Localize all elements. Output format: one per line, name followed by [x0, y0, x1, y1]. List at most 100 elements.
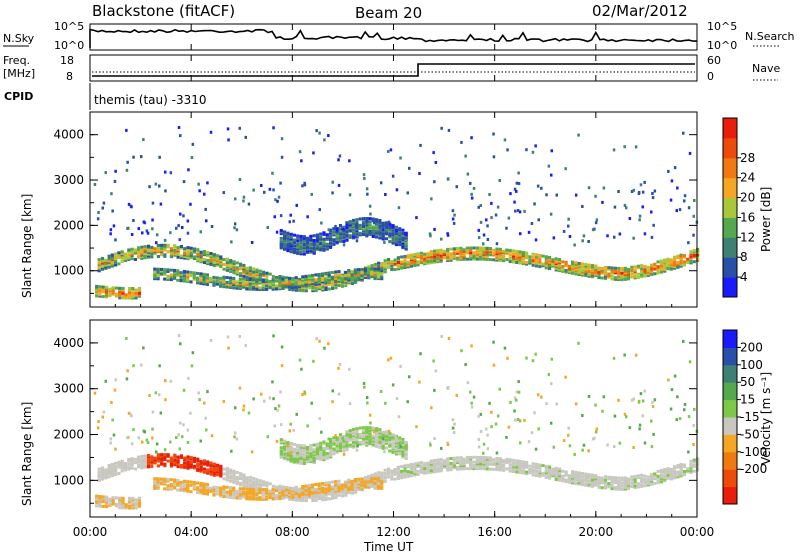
velocity-cell [202, 487, 206, 491]
velocity-cell [469, 390, 472, 394]
power-cell [357, 269, 361, 273]
power-cell [381, 223, 385, 227]
velocity-cell [687, 415, 691, 419]
velocity-cell [404, 457, 408, 460]
velocity-cell [612, 356, 616, 360]
power-cell [304, 286, 308, 290]
velocity-cell [327, 485, 331, 489]
velocity-cell [562, 439, 566, 443]
velocity-cell [284, 491, 288, 495]
colorbar-tick-label: 20 [740, 191, 755, 205]
power-cell [258, 281, 262, 285]
velocity-cell [321, 496, 325, 500]
power-cell [640, 275, 644, 279]
velocity-cell [418, 380, 421, 384]
velocity-cell [679, 464, 683, 468]
power-cell [189, 251, 193, 255]
velocity-cell [348, 402, 352, 406]
power-cell [689, 250, 693, 254]
velocity-cell [653, 474, 657, 477]
power-cell [620, 267, 624, 271]
velocity-cell [312, 459, 316, 463]
x-tick-label: 20:00 [579, 525, 614, 539]
power-cell [534, 259, 539, 263]
power-cell [643, 274, 647, 278]
power-cell [95, 289, 99, 293]
velocity-cell [399, 444, 402, 448]
velocity-cell [159, 479, 163, 483]
power-cell [245, 278, 249, 281]
power-cell [324, 281, 328, 285]
power-cell [137, 227, 140, 231]
power-cell [153, 250, 157, 254]
velocity-cell [597, 476, 601, 480]
power-cell [376, 277, 380, 281]
velocity-cell [696, 460, 700, 464]
power-cell [384, 226, 389, 230]
velocity-cell [182, 489, 186, 493]
velocity-cell [636, 474, 640, 478]
power-cell [317, 274, 321, 278]
velocity-cell [271, 487, 275, 491]
power-cell [337, 183, 341, 187]
velocity-cell [137, 455, 141, 459]
velocity-cell [650, 482, 654, 486]
power-cell [178, 238, 181, 242]
velocity-cell [118, 496, 122, 500]
velocity-cell [209, 471, 213, 475]
power-cell [288, 284, 292, 288]
power-cell [640, 273, 644, 277]
velocity-cell [375, 441, 379, 445]
power-cell [261, 286, 265, 290]
power-cell [140, 155, 143, 159]
power-cell [613, 277, 617, 281]
power-cell [108, 289, 112, 293]
freq-tick-high: 18 [60, 54, 74, 67]
power-cell [278, 287, 282, 291]
velocity-cell [460, 349, 463, 353]
velocity-cell [304, 495, 308, 499]
power-cell [413, 264, 417, 267]
power-cell [140, 245, 144, 249]
velocity-cell [345, 431, 349, 435]
power-cell [289, 235, 293, 239]
velocity-cell [536, 393, 540, 397]
power-cell [233, 222, 237, 226]
velocity-cell [322, 456, 326, 460]
velocity-cell [689, 470, 693, 474]
power-cell [348, 159, 351, 163]
power-cell [505, 250, 509, 254]
power-cell [551, 263, 555, 266]
power-cell [511, 252, 516, 256]
velocity-cell [337, 479, 341, 483]
velocity-cell [301, 497, 305, 501]
power-cell [212, 257, 216, 261]
power-cell [666, 257, 670, 261]
power-cell [192, 277, 196, 281]
power-cell [151, 218, 154, 222]
velocity-cell [314, 483, 318, 486]
power-cell [571, 260, 575, 264]
velocity-cell [686, 468, 690, 472]
power-cell [143, 254, 147, 258]
power-cell [528, 258, 532, 262]
power-cell [676, 254, 680, 258]
power-cell [108, 294, 112, 298]
power-cell [361, 220, 366, 224]
power-cell [98, 286, 102, 290]
power-cell [502, 254, 506, 258]
velocity-cell [312, 456, 316, 460]
power-cell [446, 232, 449, 236]
power-cell [376, 273, 380, 277]
velocity-cell [107, 467, 111, 471]
velocity-cell [125, 377, 129, 381]
power-cell [176, 272, 180, 276]
power-cell [192, 247, 197, 251]
velocity-cell [294, 495, 298, 499]
colorbar-tick-label: 4 [740, 270, 748, 284]
velocity-cell [682, 339, 685, 343]
power-cell [239, 273, 243, 277]
velocity-cell [164, 398, 167, 402]
power-cell [209, 278, 213, 282]
velocity-cell [371, 441, 375, 444]
